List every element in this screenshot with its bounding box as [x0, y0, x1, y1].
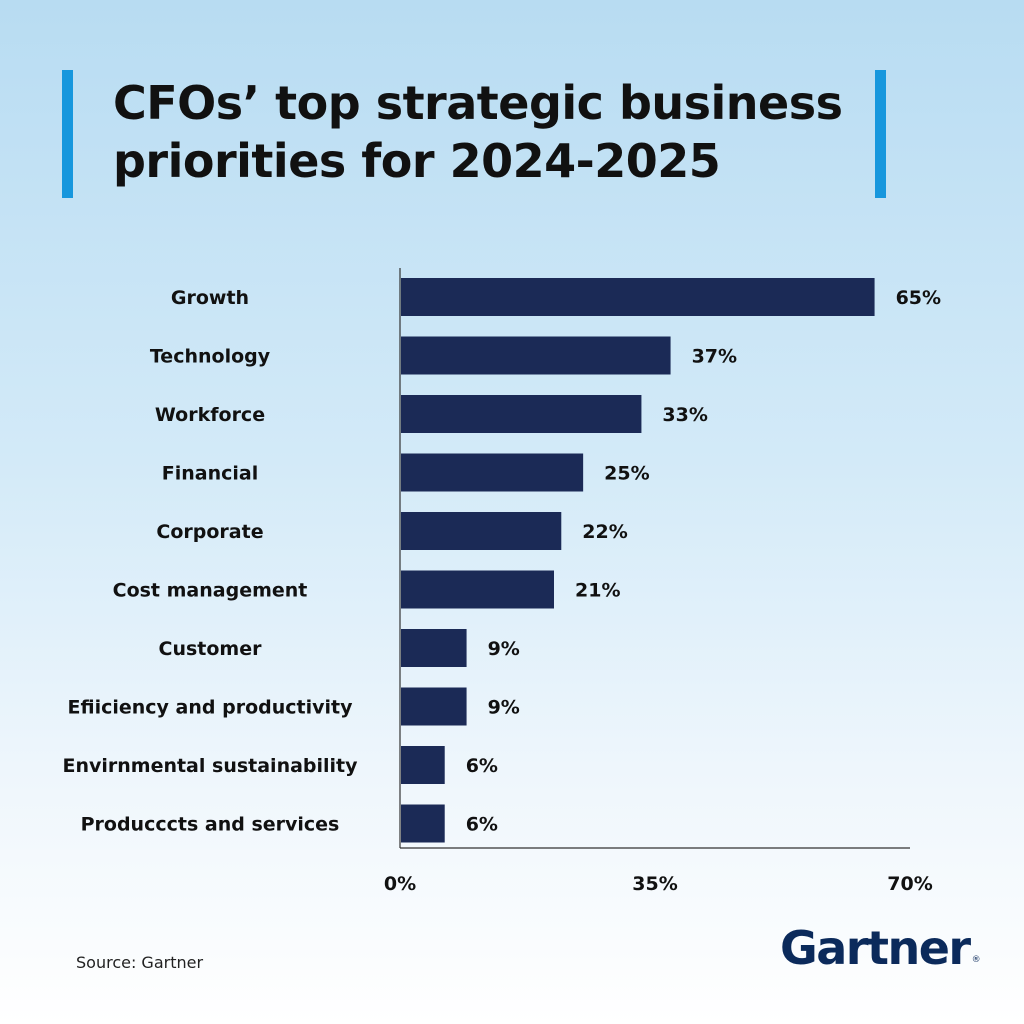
- logo-text: Gartner: [780, 921, 971, 975]
- value-label: 37%: [692, 346, 737, 368]
- value-label: 21%: [575, 580, 620, 602]
- value-label: 25%: [604, 463, 649, 485]
- category-label: Growth: [171, 287, 249, 309]
- x-tick-label: 0%: [384, 873, 416, 895]
- bar: [401, 570, 554, 609]
- value-label: 6%: [466, 755, 498, 777]
- category-label: Workforce: [155, 404, 265, 426]
- gartner-logo: Gartner ®: [780, 918, 981, 992]
- title-accent-bar-left: [62, 70, 73, 198]
- value-label: 9%: [488, 638, 520, 660]
- value-label: 9%: [488, 697, 520, 719]
- bar: [401, 278, 875, 316]
- bar: [401, 453, 584, 492]
- bar: [401, 336, 671, 375]
- bar: [401, 629, 467, 667]
- source-note: Source: Gartner: [76, 953, 204, 972]
- category-label: Technology: [150, 346, 271, 368]
- page-title: CFOs’ top strategic business priorities …: [113, 76, 843, 188]
- value-label: 33%: [662, 404, 707, 426]
- category-label: Financial: [162, 463, 258, 485]
- category-label: Envirnmental sustainability: [62, 755, 358, 777]
- value-label: 22%: [582, 521, 627, 543]
- bar: [401, 687, 467, 726]
- category-label: Corporate: [156, 521, 263, 543]
- bar: [401, 746, 445, 784]
- category-label: Cost management: [113, 580, 308, 602]
- bar: [401, 804, 445, 843]
- x-tick-label: 70%: [887, 873, 932, 895]
- registered-mark: ®: [971, 955, 981, 965]
- title-accent-bar-right: [875, 70, 886, 198]
- value-label: 65%: [896, 287, 941, 309]
- category-label: Efiiciency and productivity: [68, 697, 354, 719]
- category-label: Producccts and services: [81, 814, 340, 836]
- bar: [401, 512, 562, 550]
- value-label: 6%: [466, 814, 498, 836]
- bar: [401, 395, 642, 433]
- category-label: Customer: [159, 638, 263, 660]
- x-tick-label: 35%: [632, 873, 677, 895]
